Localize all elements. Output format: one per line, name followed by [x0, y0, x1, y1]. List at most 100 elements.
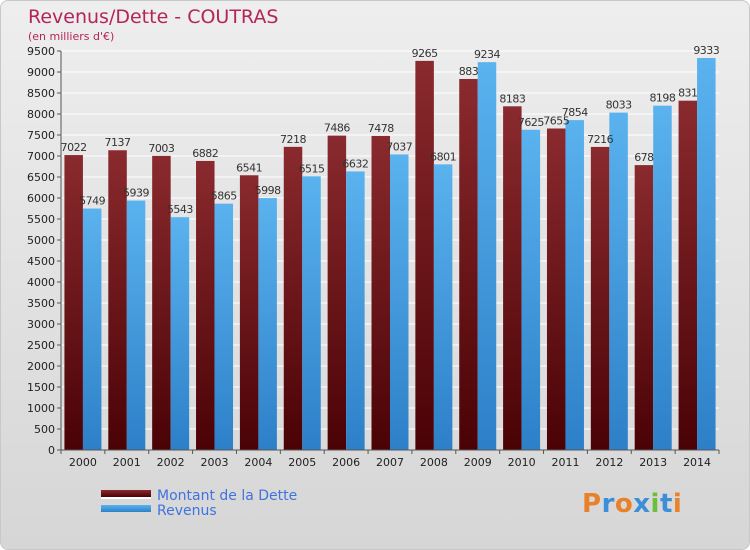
legend-swatch-debt — [101, 490, 151, 499]
data-label-debt: 7655 — [543, 114, 569, 127]
bar-revenus — [653, 105, 672, 451]
bar-debt — [196, 160, 215, 450]
bar-debt — [459, 78, 478, 451]
data-label-revenus: 5939 — [123, 187, 149, 200]
bar-debt — [108, 150, 127, 450]
data-label-debt: 883 — [459, 65, 479, 78]
data-label-debt: 6882 — [192, 147, 218, 160]
logo-letter: x — [633, 489, 651, 519]
data-label-debt: 6541 — [236, 161, 262, 174]
x-tick-label: 2002 — [157, 456, 185, 469]
x-tick-label: 2003 — [201, 456, 229, 469]
logo-letter: o — [614, 489, 634, 519]
data-label-debt: 7003 — [148, 142, 174, 155]
data-label-revenus: 8033 — [606, 99, 632, 112]
bar-revenus — [346, 171, 365, 450]
y-tick-label: 2000 — [27, 360, 55, 373]
bar-debt — [503, 106, 522, 451]
y-tick-label: 2500 — [27, 339, 55, 352]
x-tick-label: 2000 — [69, 456, 97, 469]
data-label-debt: 8183 — [499, 92, 525, 105]
x-tick-label: 2013 — [639, 456, 667, 469]
data-label-revenus: 8198 — [649, 92, 675, 105]
bar-debt — [590, 146, 610, 451]
chart-title: Revenus/Dette - COUTRAS — [28, 6, 279, 28]
logo-letter: P — [582, 489, 602, 519]
x-tick-label: 2007 — [376, 456, 404, 469]
bar-layer — [64, 58, 716, 451]
data-label-revenus: 7625 — [518, 116, 544, 129]
data-label-revenus: 6632 — [342, 157, 368, 170]
bar-debt — [283, 146, 303, 450]
y-tick-label: 3500 — [27, 297, 55, 310]
legend-label-debt: Montant de la Dette — [157, 488, 298, 504]
y-tick-label: 9500 — [27, 45, 55, 58]
data-label-revenus: 9234 — [474, 48, 500, 61]
bar-revenus — [697, 58, 716, 450]
data-label-debt: 7218 — [280, 133, 306, 146]
bar-revenus — [214, 203, 234, 450]
data-label-revenus: 5543 — [167, 203, 193, 216]
data-label-revenus: 6515 — [299, 162, 325, 175]
x-tick-label: 2012 — [595, 456, 623, 469]
bar-revenus — [609, 112, 628, 450]
data-label-debt: 831 — [678, 87, 698, 100]
x-tick-label: 2014 — [683, 456, 711, 469]
y-tick-label: 8500 — [27, 87, 55, 100]
bar-debt — [64, 155, 83, 451]
logo-letter: i — [650, 489, 660, 519]
y-tick-label: 5000 — [27, 234, 55, 247]
bar-revenus — [565, 120, 584, 450]
y-tick-label: 5500 — [27, 213, 55, 226]
data-label-debt: 7137 — [105, 136, 131, 149]
logo-letter: i — [672, 489, 683, 519]
y-tick-label: 3000 — [27, 318, 55, 331]
data-label-debt: 7022 — [61, 141, 87, 154]
y-tick-label: 4000 — [27, 276, 55, 289]
x-tick-label: 2006 — [332, 456, 360, 469]
data-label-debt: 7486 — [324, 122, 350, 135]
data-label-revenus: 7037 — [386, 140, 412, 153]
bar-debt — [152, 155, 171, 450]
chart-subtitle: (en milliers d'€) — [28, 30, 115, 43]
x-tick-label: 2008 — [420, 456, 448, 469]
bar-revenus — [521, 129, 541, 450]
bar-revenus — [170, 217, 190, 450]
x-tick-label: 2009 — [464, 456, 492, 469]
data-label-layer: 7022 5749 7137 5939 7003 5543 6882 5865 6541 5998… — [61, 44, 721, 216]
bar-debt — [371, 135, 390, 450]
y-tick-label: 1000 — [27, 402, 55, 415]
data-label-debt: 678 — [634, 151, 654, 164]
y-tick-label: 7000 — [27, 150, 55, 163]
legend-label-revenus: Revenus — [157, 503, 217, 519]
axis-layer: 0 500 1000 1500 2000 2500 3000 3500 4000 4500 5000… — [27, 45, 720, 469]
bar-revenus — [390, 154, 409, 451]
x-tick-label: 2004 — [244, 456, 272, 469]
data-label-revenus: 5998 — [255, 184, 281, 197]
y-tick-label: 8000 — [27, 108, 55, 121]
y-tick-label: 4500 — [27, 255, 55, 268]
y-tick-label: 6500 — [27, 171, 55, 184]
data-label-revenus: 5865 — [211, 190, 237, 203]
bar-debt — [239, 175, 259, 450]
data-label-revenus: 6801 — [430, 150, 456, 163]
bar-debt — [415, 60, 434, 451]
data-label-debt: 7216 — [587, 133, 613, 146]
data-label-debt: 7478 — [368, 122, 394, 135]
y-tick-label: 7500 — [27, 129, 55, 142]
bar-debt — [327, 135, 347, 450]
logo-letter: r — [601, 489, 615, 519]
y-tick-label: 500 — [34, 423, 55, 436]
data-label-revenus: 9333 — [693, 44, 719, 57]
logo-letter: t — [659, 489, 673, 519]
data-label-revenus: 7854 — [562, 106, 588, 119]
x-tick-label: 2005 — [288, 456, 316, 469]
bar-revenus — [477, 62, 497, 451]
proxiti-logo: Proxiti — [582, 489, 682, 519]
bar-revenus — [258, 198, 277, 450]
bar-debt — [546, 128, 566, 450]
y-tick-label: 0 — [48, 444, 55, 457]
bar-debt — [678, 100, 698, 450]
x-tick-label: 2011 — [551, 456, 579, 469]
